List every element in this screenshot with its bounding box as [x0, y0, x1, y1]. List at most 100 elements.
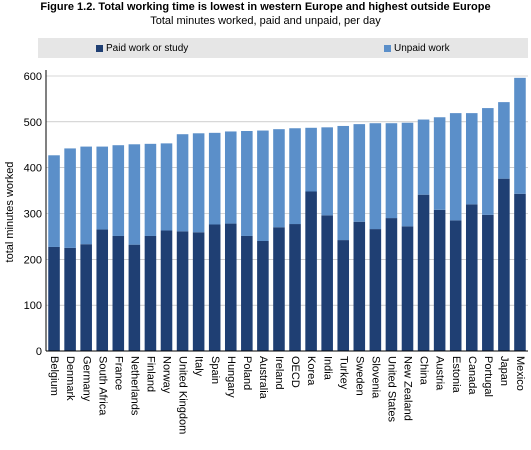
bar-paid [401, 226, 414, 351]
x-tick-label: United Kingdom [177, 356, 189, 434]
x-tick-label: Norway [161, 356, 173, 394]
legend-label-paid: Paid work or study [106, 43, 189, 54]
legend-swatch-paid [96, 45, 103, 52]
bar-unpaid [417, 119, 430, 195]
bar-unpaid [160, 143, 173, 231]
bar-unpaid [257, 130, 269, 241]
bar-unpaid [401, 122, 414, 227]
x-tick-label: Japan [498, 356, 510, 386]
bar-unpaid [305, 127, 317, 192]
bar-unpaid [498, 102, 510, 179]
y-tick-label: 100 [24, 300, 42, 312]
x-tick-label: Turkey [337, 356, 349, 390]
bar-paid [80, 244, 92, 351]
x-tick-label: Poland [241, 356, 253, 390]
y-tick-label: 300 [24, 209, 42, 221]
legend-item-paid: Paid work or study [96, 43, 188, 54]
bar-unpaid [112, 145, 125, 236]
bar-unpaid [369, 123, 382, 230]
bar-paid [433, 209, 446, 351]
x-tick-label: India [321, 356, 333, 381]
x-tick-label: Estonia [450, 356, 462, 394]
bar-unpaid [514, 77, 526, 194]
bar-unpaid [321, 127, 333, 216]
bar-paid [321, 215, 333, 351]
bar-paid [482, 214, 494, 351]
x-tick-label: Australia [257, 356, 269, 400]
bar-paid [353, 221, 366, 351]
bar-unpaid [289, 128, 301, 225]
y-tick-label: 0 [36, 346, 42, 358]
bar-unpaid [144, 143, 157, 236]
bar-unpaid [48, 155, 60, 247]
bar-paid [48, 246, 60, 351]
bar-paid [465, 204, 478, 351]
legend-swatch-unpaid [384, 45, 391, 52]
bar-paid [96, 229, 109, 351]
bar-unpaid [96, 146, 109, 230]
bar-unpaid [433, 117, 446, 210]
bar-paid [128, 244, 141, 351]
x-tick-label: Belgium [48, 356, 60, 396]
bar-paid [417, 194, 430, 351]
x-tick-label: Finland [145, 356, 157, 392]
chart-title: Figure 1.2. Total working time is lowest… [40, 1, 491, 13]
bar-unpaid [224, 131, 237, 224]
bar-unpaid [449, 113, 462, 221]
x-tick-label: Ireland [273, 356, 285, 390]
x-tick-label: Germany [80, 356, 92, 402]
bar-unpaid [337, 125, 350, 241]
bar-paid [192, 232, 205, 351]
bar-paid [514, 193, 526, 351]
legend-label-unpaid: Unpaid work [394, 43, 450, 54]
y-tick-label: 200 [24, 254, 42, 266]
legend-item-unpaid: Unpaid work [384, 43, 450, 54]
bar-paid [224, 223, 237, 351]
bar-paid [273, 227, 285, 351]
bar-unpaid [482, 108, 494, 215]
bar-unpaid [192, 133, 205, 233]
bar-paid [369, 229, 382, 351]
bar-unpaid [241, 131, 253, 236]
bar-paid [385, 218, 398, 351]
bar-paid [112, 235, 125, 351]
x-tick-label: China [418, 356, 430, 386]
x-tick-label: New Zealand [402, 356, 414, 421]
bar-paid [289, 224, 301, 351]
bar-unpaid [128, 144, 141, 245]
bar-paid [257, 241, 269, 351]
x-tick-label: France [112, 356, 124, 390]
bar-unpaid [273, 129, 285, 228]
x-tick-label: Portugal [482, 356, 494, 397]
x-tick-label: Mexico [514, 356, 526, 391]
bar-paid [176, 231, 189, 351]
y-tick-label: 600 [24, 71, 42, 83]
x-tick-label: Italy [193, 356, 205, 377]
bar-paid [64, 247, 76, 351]
x-tick-label: South Africa [96, 356, 108, 416]
bar-paid [208, 224, 221, 351]
x-tick-label: Hungary [225, 356, 237, 398]
x-tick-label: Korea [305, 356, 317, 386]
bar-unpaid [465, 113, 478, 205]
bar-paid [241, 235, 253, 351]
legend: Paid work or study Unpaid work [38, 38, 528, 58]
x-tick-label: Canada [466, 356, 478, 395]
x-tick-label: Spain [209, 356, 221, 384]
bar-paid [305, 191, 317, 351]
y-tick-label: 400 [24, 163, 42, 175]
x-tick-label: Netherlands [128, 356, 140, 416]
bar-paid [144, 235, 157, 351]
x-tick-label: Austria [434, 356, 446, 391]
chart-subtitle: Total minutes worked, paid and unpaid, p… [150, 15, 381, 27]
bar-unpaid [176, 134, 189, 232]
x-tick-label: Sweden [353, 356, 365, 396]
x-tick-label: Denmark [64, 356, 76, 401]
y-tick-label: 500 [24, 117, 42, 129]
bar-paid [449, 220, 462, 351]
bar-unpaid [64, 148, 76, 248]
bar-unpaid [80, 146, 92, 245]
x-tick-label: Slovenia [369, 356, 381, 399]
x-tick-label: United States [386, 356, 398, 423]
